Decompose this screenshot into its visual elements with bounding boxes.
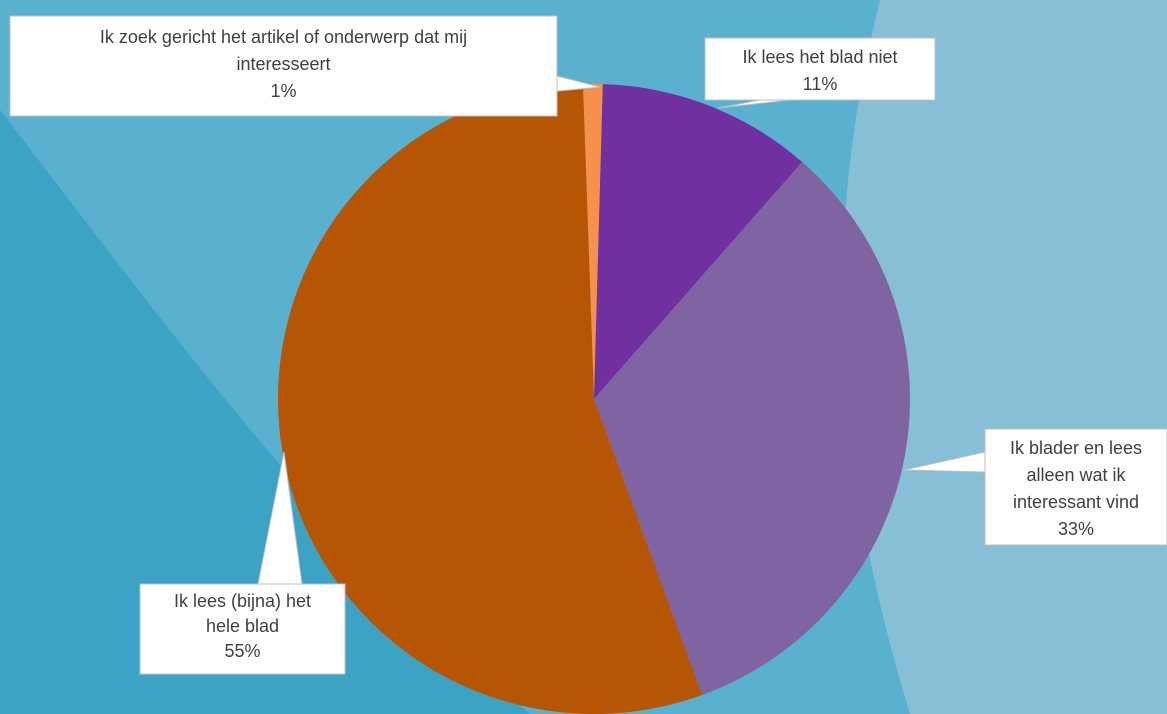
pie-slice xyxy=(277,84,703,714)
data-label-callout: Ik lees het blad niet 11% xyxy=(704,37,936,109)
data-label-category: Ik zoek gericht het artikel of onderwerp… xyxy=(100,27,467,47)
data-label-category: Ik lees het blad niet xyxy=(742,47,897,67)
callout-pointer xyxy=(903,451,986,473)
callout-pointer xyxy=(717,99,791,109)
data-label-category: Ik lees (bijna) het xyxy=(174,591,311,611)
data-label-category: interesseert xyxy=(236,54,330,74)
pie-slice xyxy=(582,83,603,399)
callout-box xyxy=(984,428,1167,546)
callout-box xyxy=(704,37,936,101)
pie-slice xyxy=(594,161,911,696)
callout-box xyxy=(9,15,558,117)
pie-slices xyxy=(277,83,911,714)
pie-slice xyxy=(594,84,803,400)
data-label-category: hele blad xyxy=(206,616,279,636)
data-label-percent: 33% xyxy=(1058,519,1094,539)
data-label-callout: Ik zoek gericht het artikel of onderwerp… xyxy=(9,15,601,117)
data-label-callout: Ik lees (bijna) het hele blad 55% xyxy=(139,451,346,675)
data-label-percent: 55% xyxy=(224,641,260,661)
data-label-category: alleen wat ik xyxy=(1026,465,1126,485)
data-label-category: Ik blader en lees xyxy=(1010,438,1142,458)
data-label-callout: Ik blader en lees alleen wat ik interessan… xyxy=(903,428,1167,546)
data-label-category: interessant vind xyxy=(1013,492,1139,512)
callout-box xyxy=(139,583,346,675)
pie-callouts: Ik zoek gericht het artikel of onderwerp… xyxy=(9,15,1167,675)
data-label-percent: 11% xyxy=(803,74,838,94)
data-label-percent: 1% xyxy=(270,81,296,101)
